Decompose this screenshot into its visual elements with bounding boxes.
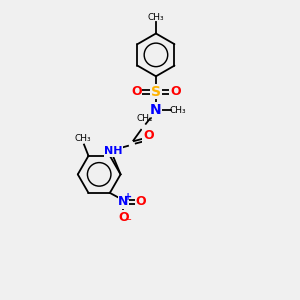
Text: N: N — [150, 103, 162, 117]
Text: ⁻: ⁻ — [125, 217, 131, 227]
Text: N: N — [118, 195, 128, 208]
Text: O: O — [131, 85, 142, 98]
Text: NH: NH — [104, 146, 123, 156]
Text: O: O — [143, 129, 154, 142]
Text: CH₃: CH₃ — [148, 13, 164, 22]
Text: O: O — [135, 195, 146, 208]
Text: O: O — [170, 85, 181, 98]
Text: CH₃: CH₃ — [169, 106, 186, 115]
Text: +: + — [124, 192, 132, 202]
Text: O: O — [118, 211, 129, 224]
Text: CH₃: CH₃ — [75, 134, 92, 143]
Text: CH₂: CH₂ — [137, 114, 154, 123]
Text: S: S — [151, 85, 161, 99]
